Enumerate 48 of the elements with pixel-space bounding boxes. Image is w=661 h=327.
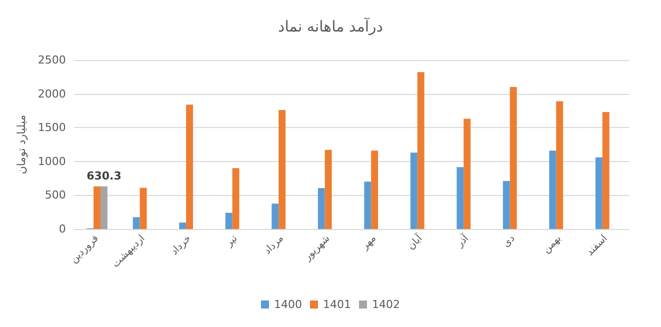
bar — [464, 118, 471, 229]
bar — [510, 87, 517, 229]
x-tick-label: آذر — [452, 230, 472, 250]
x-tick-label: اسفند — [584, 233, 610, 258]
chart-title: درآمد ماهانه نماد — [278, 16, 383, 36]
x-tick-label: مهر — [359, 233, 378, 253]
x-tick-label: مرداد — [262, 233, 286, 257]
y-tick-label: 1000 — [38, 154, 66, 168]
bar — [549, 150, 556, 229]
x-tick-label: خرداد — [169, 233, 194, 258]
bar — [417, 72, 424, 229]
x-tick-label: تیر — [223, 232, 240, 250]
bar — [556, 101, 564, 229]
bar — [179, 222, 186, 229]
x-tick-label: اردیبهشت — [110, 233, 148, 270]
x-tick-label: بهمن — [541, 233, 564, 256]
bar — [595, 157, 602, 229]
bar — [456, 167, 464, 229]
y-axis-title: میلیارد تومان — [15, 114, 28, 174]
x-tick-label: دی — [500, 233, 518, 250]
legend-label: 1400 — [274, 298, 302, 311]
data-label: 630.3 — [86, 169, 122, 182]
bar — [371, 150, 378, 229]
y-tick-label: 2000 — [38, 87, 66, 100]
bar — [602, 112, 610, 229]
bar — [94, 186, 100, 229]
bar — [272, 204, 279, 229]
legend-label: 1402 — [372, 298, 400, 311]
bar — [278, 110, 286, 229]
bar — [225, 212, 232, 229]
bar — [140, 188, 147, 229]
legend-label: 1401 — [323, 298, 352, 311]
x-tick-label: فروردین — [68, 232, 102, 266]
y-tick-label: 1500 — [38, 121, 66, 134]
y-tick-label: 2500 — [38, 54, 66, 66]
bar — [186, 104, 194, 229]
bar — [232, 168, 240, 229]
bar — [132, 217, 140, 229]
bar — [364, 182, 372, 229]
y-tick-label: 0 — [58, 222, 66, 236]
x-tick-label: آبان — [404, 230, 426, 252]
bar — [410, 152, 418, 229]
bar — [502, 181, 510, 229]
x-tick-label: شهریور — [302, 233, 332, 264]
bar — [324, 150, 332, 229]
y-tick-label: 500 — [44, 188, 66, 202]
bar — [318, 188, 325, 229]
bar — [100, 186, 108, 229]
